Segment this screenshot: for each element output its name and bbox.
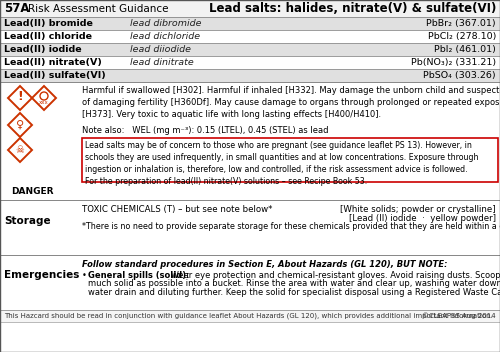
Text: Lead(II) sulfate(VI): Lead(II) sulfate(VI) — [4, 71, 106, 80]
Text: [Lead (II) iodide  ·  yellow powder]: [Lead (II) iodide · yellow powder] — [349, 214, 496, 223]
Text: lead diiodide: lead diiodide — [130, 45, 191, 54]
Text: ©CLEAPSS Aug 2014: ©CLEAPSS Aug 2014 — [422, 313, 496, 319]
Text: PbCl₂ (278.10): PbCl₂ (278.10) — [428, 32, 496, 41]
Bar — [0, 43, 500, 56]
Bar — [0, 69, 500, 82]
Polygon shape — [32, 86, 56, 110]
Text: •: • — [82, 271, 90, 280]
Text: PbSO₄ (303.26): PbSO₄ (303.26) — [424, 71, 496, 80]
Polygon shape — [8, 86, 32, 110]
Bar — [0, 0, 500, 17]
Bar — [0, 30, 500, 43]
Text: xxx: xxx — [39, 100, 49, 105]
Bar — [0, 82, 500, 200]
Text: Emergencies: Emergencies — [4, 270, 80, 279]
Text: Storage: Storage — [4, 216, 50, 226]
Text: lead dichloride: lead dichloride — [130, 32, 200, 41]
Text: lead dibromide: lead dibromide — [130, 19, 202, 28]
Text: General spills (solid):: General spills (solid): — [88, 271, 190, 280]
Text: ☠: ☠ — [16, 145, 24, 155]
Text: Lead(II) nitrate(V): Lead(II) nitrate(V) — [4, 58, 102, 67]
Bar — [0, 255, 500, 310]
Text: PbBr₂ (367.01): PbBr₂ (367.01) — [426, 19, 496, 28]
Bar — [82, 138, 498, 182]
Text: DANGER: DANGER — [11, 188, 53, 196]
Bar — [0, 56, 500, 69]
Text: TOXIC CHEMICALS (T) – but see note below*: TOXIC CHEMICALS (T) – but see note below… — [82, 205, 272, 214]
Text: !: ! — [17, 90, 23, 103]
Text: Wear eye protection and chemical-resistant gloves. Avoid raising dusts. Scoop up: Wear eye protection and chemical-resista… — [168, 271, 500, 280]
Text: Lead salts: halides, nitrate(V) & sulfate(VI): Lead salts: halides, nitrate(V) & sulfat… — [208, 2, 496, 15]
Text: Pb(NO₃)₂ (331.21): Pb(NO₃)₂ (331.21) — [411, 58, 496, 67]
Bar — [0, 200, 500, 255]
Text: [White solids; powder or crystalline]: [White solids; powder or crystalline] — [340, 205, 496, 214]
Text: much solid as possible into a bucket. Rinse the area with water and clear up, wa: much solid as possible into a bucket. Ri… — [88, 279, 500, 289]
Text: Risk Assessment Guidance: Risk Assessment Guidance — [28, 4, 168, 13]
Text: *There is no need to provide separate storage for these chemicals provided that : *There is no need to provide separate st… — [82, 222, 500, 231]
Circle shape — [40, 92, 48, 100]
Text: Lead(II) bromide: Lead(II) bromide — [4, 19, 93, 28]
Polygon shape — [8, 113, 32, 137]
Bar — [0, 310, 500, 322]
Text: Lead(II) iodide: Lead(II) iodide — [4, 45, 82, 54]
Text: Lead(II) chloride: Lead(II) chloride — [4, 32, 92, 41]
Text: ♀: ♀ — [16, 120, 24, 130]
Text: Lead salts may be of concern to those who are pregnant (see guidance leaflet PS : Lead salts may be of concern to those wh… — [85, 141, 478, 187]
Text: Harmful if swallowed [H302]. Harmful if inhaled [H332]. May damage the unborn ch: Harmful if swallowed [H302]. Harmful if … — [82, 86, 500, 119]
Text: Note also:   WEL (mg m⁻³): 0.15 (LTEL), 0.45 (STEL) as lead: Note also: WEL (mg m⁻³): 0.15 (LTEL), 0.… — [82, 126, 328, 135]
Text: Follow standard procedures in Section E, About Hazards (GL 120), BUT NOTE:: Follow standard procedures in Section E,… — [82, 260, 448, 269]
Text: PbI₂ (461.01): PbI₂ (461.01) — [434, 45, 496, 54]
Polygon shape — [8, 138, 32, 162]
Text: This Hazcard should be read in conjunction with guidance leaflet About Hazards (: This Hazcard should be read in conjuncti… — [4, 313, 493, 319]
Text: water drain and diluting further. Keep the solid for specialist disposal using a: water drain and diluting further. Keep t… — [88, 288, 500, 297]
Text: lead dinitrate: lead dinitrate — [130, 58, 194, 67]
Text: 57A: 57A — [4, 2, 30, 15]
Bar — [0, 17, 500, 30]
